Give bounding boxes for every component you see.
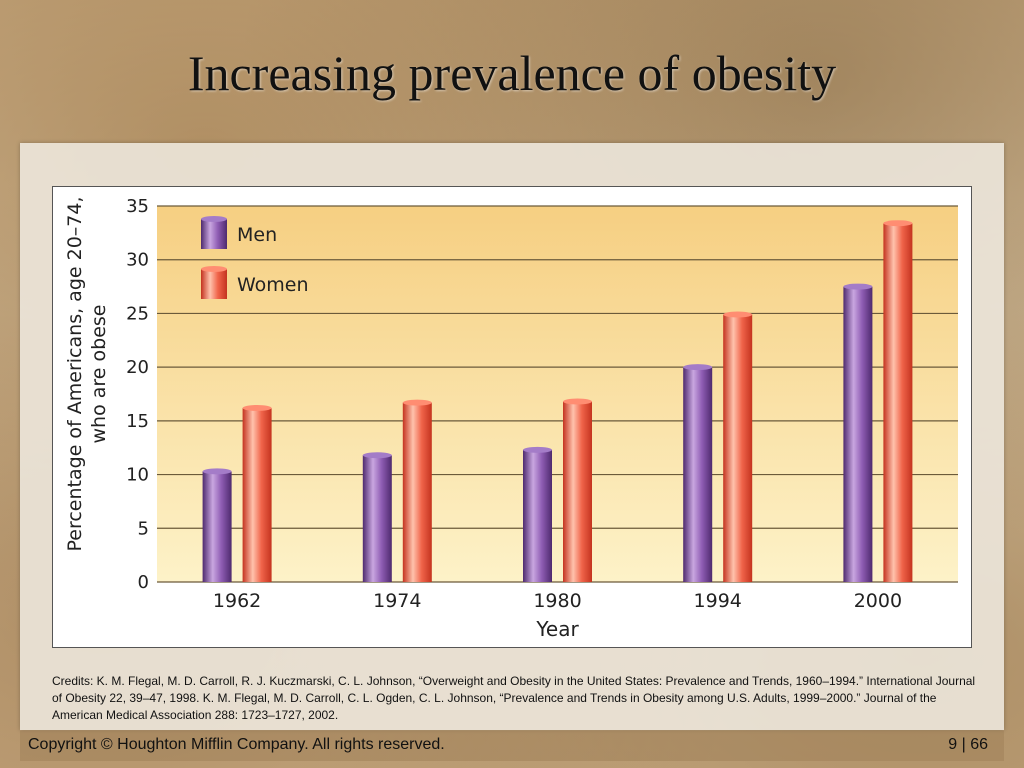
bar-men-2000 bbox=[843, 286, 873, 582]
footer-bar bbox=[20, 731, 1004, 761]
bar-women-1974 bbox=[402, 402, 432, 582]
legend-label-women: Women bbox=[237, 274, 309, 296]
bar-cap-men-1994 bbox=[683, 364, 713, 371]
copyright-text: Copyright © Houghton Mifflin Company. Al… bbox=[28, 736, 445, 753]
legend-swatch-cap-women bbox=[201, 266, 227, 272]
obesity-bar-chart: Men Women 0 5 10 15 20 25 30 35 1962 1974 1980 1994 2… bbox=[64, 196, 958, 641]
legend-swatch-men bbox=[201, 219, 227, 249]
bar-men-1994 bbox=[683, 367, 713, 582]
bar-women-1994 bbox=[723, 314, 753, 582]
y-axis-label: Percentage of Americans, age 20–74, who a… bbox=[64, 197, 110, 552]
y-tick-label-25: 25 bbox=[126, 303, 149, 324]
y-tick-label-15: 15 bbox=[126, 411, 149, 432]
bar-cap-women-1974 bbox=[402, 399, 432, 406]
bar-cap-men-1980 bbox=[523, 446, 552, 453]
chart-frame: Men Women 0 5 10 15 20 25 30 35 1962 1974 1980 1994 2… bbox=[52, 186, 972, 648]
bar-women-2000 bbox=[883, 223, 913, 582]
bar-men-1974 bbox=[362, 455, 392, 582]
x-tick-label-1980: 1980 bbox=[533, 590, 581, 612]
bar-women-1962 bbox=[242, 407, 272, 582]
bar-cap-women-2000 bbox=[883, 220, 913, 227]
x-tick-label-1994: 1994 bbox=[694, 590, 742, 612]
y-tick-label-30: 30 bbox=[126, 250, 149, 271]
bar-men-1980 bbox=[523, 449, 552, 582]
legend-swatch-cap-men bbox=[201, 216, 227, 222]
slide-title: Increasing prevalence of obesity bbox=[187, 45, 837, 101]
legend-swatch-women bbox=[201, 269, 227, 299]
page-number: 9 | 66 bbox=[948, 736, 988, 753]
bar-cap-men-1974 bbox=[362, 452, 392, 459]
x-tick-label-1974: 1974 bbox=[373, 590, 421, 612]
bar-cap-men-2000 bbox=[843, 283, 873, 290]
bar-cap-women-1980 bbox=[563, 398, 592, 405]
bar-cap-women-1994 bbox=[723, 311, 753, 318]
credits-text: Credits: K. M. Flegal, M. D. Carroll, R.… bbox=[52, 674, 976, 722]
bar-women-1980 bbox=[563, 401, 592, 582]
plot-background bbox=[157, 206, 958, 582]
y-tick-label-35: 35 bbox=[126, 196, 149, 217]
x-axis-label: Year bbox=[535, 617, 579, 641]
x-tick-label-2000: 2000 bbox=[854, 590, 902, 612]
y-axis-label-line: who are obese bbox=[88, 305, 110, 444]
y-tick-label-10: 10 bbox=[126, 465, 149, 486]
legend-label-men: Men bbox=[237, 224, 277, 246]
bar-cap-women-1962 bbox=[242, 404, 272, 411]
x-tick-label-1962: 1962 bbox=[213, 590, 261, 612]
y-tick-label-5: 5 bbox=[138, 518, 149, 539]
bar-men-1962 bbox=[202, 471, 232, 582]
y-tick-label-20: 20 bbox=[126, 357, 149, 378]
bar-cap-men-1962 bbox=[202, 468, 232, 475]
y-axis-label-line: Percentage of Americans, age 20–74, bbox=[64, 197, 86, 552]
y-tick-label-0: 0 bbox=[138, 572, 149, 593]
